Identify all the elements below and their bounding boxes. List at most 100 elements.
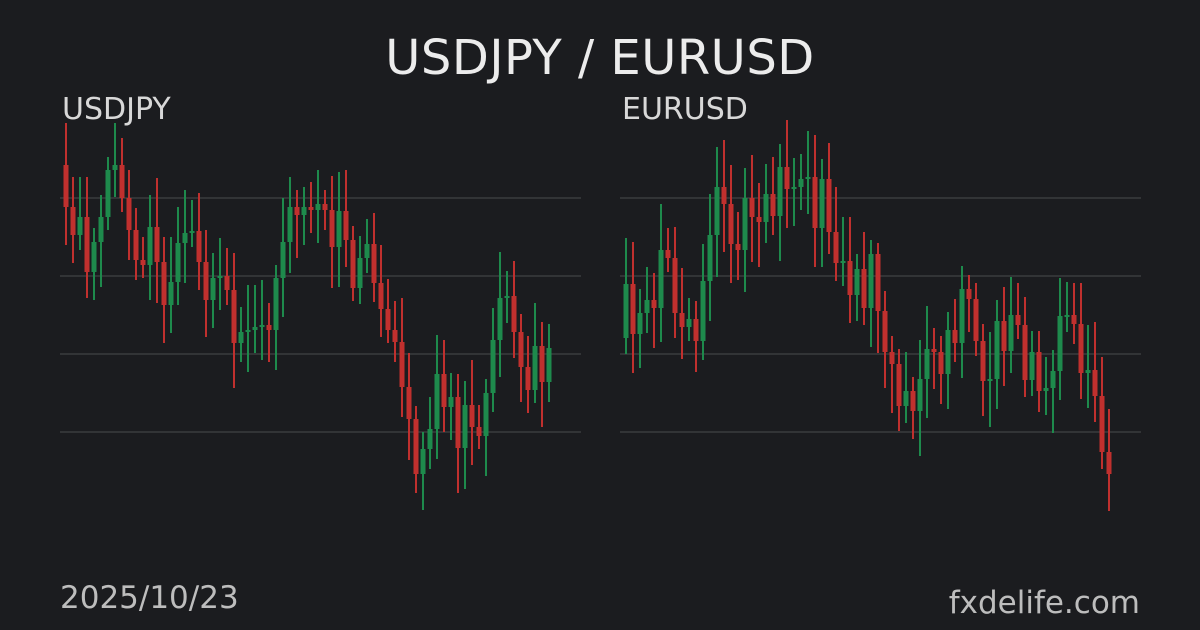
candle-body — [1092, 370, 1098, 396]
bearish-candle — [525, 336, 531, 413]
candle-body — [133, 230, 139, 260]
candle-body — [182, 233, 188, 243]
candle-body — [728, 204, 734, 244]
bullish-candle — [448, 373, 454, 440]
candle-body — [707, 235, 713, 281]
bearish-candle — [1078, 283, 1084, 399]
bearish-candle — [833, 187, 839, 281]
bullish-candle — [364, 219, 370, 273]
bearish-candle — [385, 279, 391, 343]
bullish-candle — [490, 308, 496, 412]
bearish-candle — [875, 243, 881, 353]
candle-body — [1071, 315, 1077, 324]
candle-body — [630, 284, 636, 334]
bullish-candle — [287, 177, 293, 273]
bearish-candle — [889, 336, 895, 413]
candle-body — [693, 319, 699, 341]
bearish-candle — [882, 291, 888, 388]
bearish-candle — [392, 301, 398, 362]
candle-body — [805, 177, 811, 179]
candle-body — [1001, 321, 1007, 351]
candle-body — [896, 364, 902, 406]
candle-body — [525, 367, 531, 390]
candle-body — [791, 187, 797, 189]
bullish-candle — [658, 204, 664, 342]
candle-body — [161, 262, 167, 305]
candle-body — [497, 298, 503, 340]
candle-body — [1029, 352, 1035, 380]
candle-body — [406, 387, 412, 419]
candle-body — [1106, 452, 1112, 474]
candle-body — [882, 311, 888, 352]
candle-body — [980, 341, 986, 381]
bearish-candle — [756, 183, 762, 267]
bearish-candle — [721, 140, 727, 252]
bearish-candle — [371, 213, 377, 302]
candle-body — [868, 254, 874, 308]
bullish-candle — [434, 335, 440, 459]
bullish-candle — [238, 307, 244, 362]
bearish-candle — [343, 170, 349, 267]
bullish-candle — [273, 265, 279, 370]
candle-body — [105, 170, 111, 217]
bullish-candle — [1029, 331, 1035, 396]
bullish-candle — [945, 312, 951, 409]
bullish-candle — [686, 298, 692, 341]
candle-body — [91, 242, 97, 272]
candle-body — [245, 330, 251, 332]
candle-body — [777, 167, 783, 216]
candle-body — [917, 379, 923, 411]
bearish-candle — [1092, 322, 1098, 422]
bullish-candle — [168, 237, 174, 333]
bullish-candle — [483, 379, 489, 476]
candle-body — [651, 300, 657, 308]
candle-body — [798, 179, 804, 187]
candle-body — [700, 281, 706, 341]
bearish-candle — [749, 155, 755, 262]
bearish-candle — [1001, 287, 1007, 386]
bullish-candle — [217, 238, 223, 310]
bearish-candle — [455, 374, 461, 493]
candle-body — [490, 340, 496, 393]
bearish-candle — [518, 314, 524, 402]
bearish-candle — [126, 170, 132, 260]
bullish-candle — [91, 228, 97, 300]
candle-body — [315, 204, 321, 210]
candle-body — [637, 313, 643, 334]
candle-body — [1078, 324, 1084, 373]
candle-body — [994, 321, 1000, 379]
bearish-candle — [133, 208, 139, 280]
bearish-candle — [651, 273, 657, 348]
candle-body — [511, 296, 517, 332]
bearish-candle — [1106, 409, 1112, 511]
bullish-candle — [532, 303, 538, 403]
candle-body — [294, 207, 300, 215]
bullish-candle — [805, 131, 811, 214]
candle-body — [399, 342, 405, 387]
candle-body — [168, 282, 174, 305]
bearish-candle — [84, 177, 90, 298]
bearish-candle — [784, 120, 790, 228]
bearish-candle — [294, 190, 300, 258]
bearish-candle — [931, 328, 937, 389]
bearish-candle — [812, 135, 818, 267]
candle-body — [987, 379, 993, 381]
bullish-candle — [357, 236, 363, 304]
candle-body — [504, 296, 510, 298]
candle-body — [189, 231, 195, 233]
bullish-candle — [1008, 277, 1014, 373]
candle-body — [784, 167, 790, 189]
bearish-candle — [329, 176, 335, 288]
bearish-candle — [539, 322, 545, 427]
candle-body — [63, 165, 69, 207]
bearish-candle — [1036, 331, 1042, 412]
candle-body — [336, 211, 342, 247]
bearish-candle — [847, 217, 853, 323]
candle-body — [686, 319, 692, 327]
candle-body — [672, 258, 678, 313]
brand-logo-text[interactable]: fxdelife.com — [948, 585, 1140, 621]
bearish-candle — [413, 406, 419, 493]
bearish-candle — [728, 165, 734, 283]
candle-body — [371, 244, 377, 283]
